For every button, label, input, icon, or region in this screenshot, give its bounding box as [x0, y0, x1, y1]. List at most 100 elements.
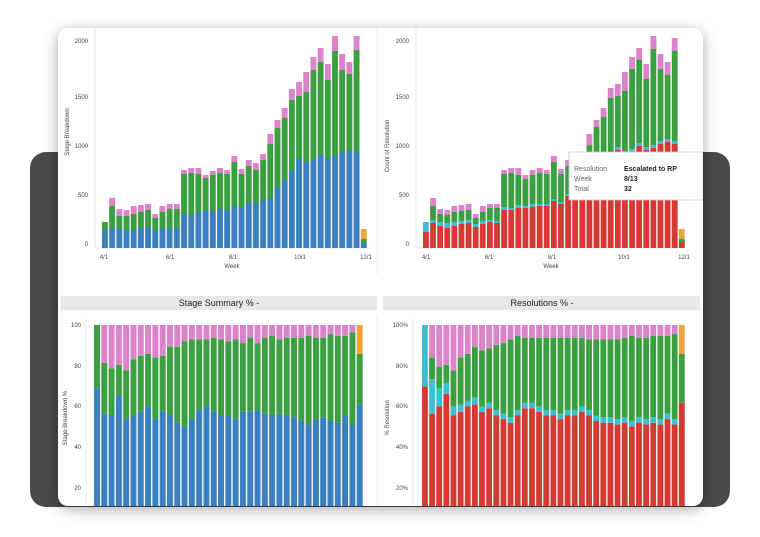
stage-summary-bar-segment[interactable] [152, 325, 159, 358]
stage-summary-bar-segment[interactable] [225, 325, 232, 342]
resolution-count-bar-segment[interactable] [558, 174, 564, 202]
resolution-count-bar-segment[interactable] [543, 174, 550, 204]
resolutions-pct-bar-segment[interactable] [514, 410, 521, 416]
resolution-count-bar-segment[interactable] [515, 208, 522, 248]
stage-breakdown-bar-segment[interactable] [339, 54, 346, 70]
resolutions-pct-bar-segment[interactable] [564, 415, 571, 507]
resolution-count-bar-segment[interactable] [600, 117, 607, 169]
resolutions-pct-bar-segment[interactable] [636, 337, 642, 418]
resolutions-pct-bar-segment[interactable] [457, 325, 464, 358]
stage-breakdown-bar-segment[interactable] [188, 168, 195, 173]
resolution-count-bar-segment[interactable] [472, 227, 479, 248]
resolutions-pct-bar-segment[interactable] [678, 402, 685, 506]
resolutions-pct-bar-segment[interactable] [621, 337, 628, 418]
stage-summary-bar-segment[interactable] [225, 341, 232, 416]
resolutions-pct-bar-segment[interactable] [486, 408, 493, 506]
stage-summary-bar-segment[interactable] [305, 424, 312, 506]
resolutions-pct-bar-segment[interactable] [507, 422, 514, 506]
stage-breakdown-bar-segment[interactable] [281, 180, 288, 248]
stage-summary-bar-segment[interactable] [218, 415, 225, 507]
resolutions-pct-bar-segment[interactable] [464, 401, 471, 407]
resolution-count-bar-segment[interactable] [529, 207, 536, 248]
resolution-count-bar-segment[interactable] [593, 120, 600, 127]
stage-summary-bar-segment[interactable] [166, 346, 173, 416]
stage-breakdown-bar-segment[interactable] [152, 218, 159, 230]
resolutions-pct-bar-segment[interactable] [443, 364, 450, 383]
resolution-count-bar-segment[interactable] [543, 204, 550, 206]
stage-summary-bar-segment[interactable] [291, 325, 298, 338]
stage-summary-bar-segment[interactable] [152, 357, 159, 420]
resolution-count-bar-segment[interactable] [501, 210, 508, 248]
stage-summary-bar-segment[interactable] [181, 426, 188, 506]
stage-summary-bar-segment[interactable] [203, 339, 210, 407]
stage-summary-bar-segment[interactable] [210, 337, 217, 412]
resolution-count-bar-segment[interactable] [664, 139, 671, 142]
resolution-count-bar-segment[interactable] [622, 154, 628, 248]
resolution-count-bar-segment[interactable] [593, 180, 600, 248]
stage-breakdown-bar-segment[interactable] [181, 214, 187, 248]
resolution-count-bar-segment[interactable] [650, 36, 657, 49]
resolutions-pct-bar-segment[interactable] [521, 408, 528, 506]
stage-summary-bar-segment[interactable] [327, 325, 334, 335]
stage-summary-bar-segment[interactable] [276, 413, 283, 506]
stage-breakdown-bar-segment[interactable] [137, 212, 144, 228]
resolutions-pct-bar-segment[interactable] [529, 337, 535, 403]
resolutions-pct-bar-segment[interactable] [678, 353, 685, 403]
stage-summary-bar-segment[interactable] [356, 325, 363, 354]
stage-breakdown-bar-segment[interactable] [173, 228, 180, 248]
resolution-count-bar-segment[interactable] [636, 143, 643, 146]
resolution-count-bar-segment[interactable] [529, 175, 536, 204]
stage-breakdown-bar-segment[interactable] [288, 89, 295, 100]
stage-summary-bar-segment[interactable] [276, 325, 283, 340]
resolutions-pct-bar-segment[interactable] [550, 325, 557, 338]
stage-summary-bar-segment[interactable] [108, 415, 115, 507]
stage-breakdown-bar-segment[interactable] [252, 163, 259, 170]
resolutions-pct-bar-segment[interactable] [571, 410, 578, 416]
resolutions-pct-bar-segment[interactable] [607, 325, 614, 340]
stage-breakdown-bar-segment[interactable] [181, 174, 187, 214]
stage-breakdown-bar-segment[interactable] [332, 36, 338, 51]
stage-summary-bar-segment[interactable] [196, 325, 203, 340]
resolutions-pct-bar-segment[interactable] [664, 413, 671, 420]
stage-breakdown-bar-segment[interactable] [137, 228, 144, 248]
stage-breakdown-bar-segment[interactable] [296, 158, 303, 248]
resolutions-pct-bar-segment[interactable] [628, 325, 635, 336]
stage-summary-bar-segment[interactable] [327, 420, 334, 506]
resolutions-pct-bar-segment[interactable] [471, 325, 478, 347]
resolutions-pct-bar-segment[interactable] [550, 415, 557, 507]
stage-breakdown-bar-segment[interactable] [209, 175, 216, 211]
stage-breakdown-bar-segment[interactable] [324, 64, 331, 80]
stage-breakdown-bar-segment[interactable] [202, 178, 209, 210]
stage-summary-bar-segment[interactable] [210, 411, 217, 506]
resolution-count-bar-segment[interactable] [664, 62, 671, 75]
stage-summary-bar-segment[interactable] [137, 411, 144, 506]
resolution-count-bar-segment[interactable] [423, 232, 429, 248]
resolution-count-bar-segment[interactable] [657, 54, 664, 69]
stage-summary-bar-segment[interactable] [115, 325, 122, 365]
stage-summary-bar-segment[interactable] [115, 364, 122, 396]
stage-summary-bar-segment[interactable] [239, 325, 246, 344]
resolutions-pct-bar-segment[interactable] [571, 415, 578, 507]
stage-summary-bar-segment[interactable] [320, 337, 327, 418]
stage-breakdown-bar-segment[interactable] [202, 210, 209, 248]
stage-breakdown-bar-segment[interactable] [346, 74, 353, 150]
resolutions-pct-bar-segment[interactable] [564, 325, 571, 338]
stage-breakdown-bar-segment[interactable] [310, 70, 317, 160]
stage-summary-bar-segment[interactable] [108, 368, 115, 416]
stage-summary-bar-segment[interactable] [342, 335, 349, 416]
stage-summary-bar-segment[interactable] [312, 419, 319, 506]
resolutions-pct-bar-segment[interactable] [671, 334, 678, 420]
resolutions-pct-bar-segment[interactable] [429, 379, 435, 414]
resolution-count-bar-segment[interactable] [437, 226, 444, 248]
resolutions-pct-bar-segment[interactable] [422, 386, 428, 506]
resolution-count-bar-segment[interactable] [643, 64, 650, 79]
stage-breakdown-bar-segment[interactable] [310, 57, 317, 70]
stage-breakdown-bar-segment[interactable] [360, 229, 367, 239]
stage-breakdown-bar-segment[interactable] [195, 168, 202, 174]
stage-breakdown-bar-segment[interactable] [159, 228, 166, 248]
stage-summary-bar-segment[interactable] [312, 337, 319, 420]
resolutions-pct-bar-segment[interactable] [450, 370, 457, 407]
resolution-count-bar-segment[interactable] [629, 69, 635, 149]
resolutions-pct-bar-segment[interactable] [636, 422, 642, 506]
resolutions-pct-bar-segment[interactable] [650, 422, 657, 506]
